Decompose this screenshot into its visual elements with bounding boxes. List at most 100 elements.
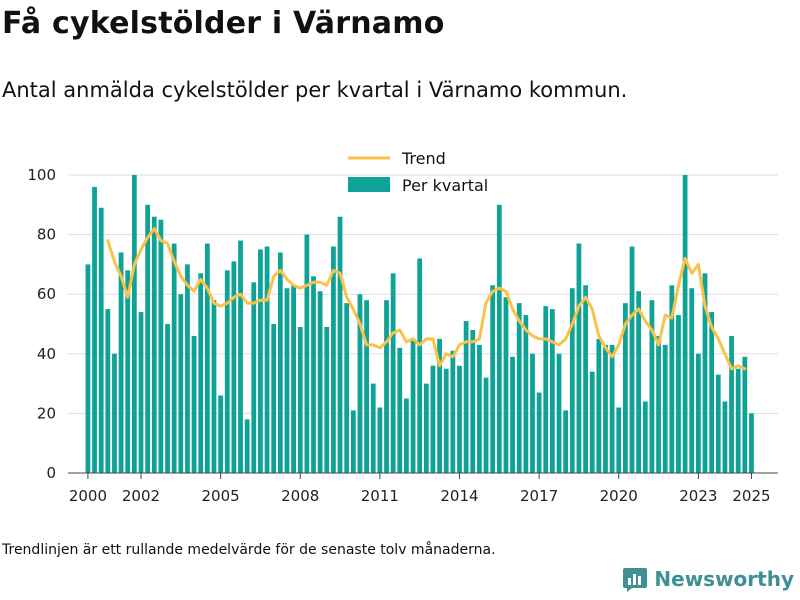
bar: [364, 300, 369, 473]
bar: [662, 344, 668, 473]
bar: [483, 377, 489, 473]
bar: [695, 353, 701, 473]
bar: [178, 294, 184, 473]
axes: 0 20 40 60 80 100 2000 2002 2005 2008 2011 2014 2017…: [27, 166, 778, 505]
bar: [331, 246, 336, 473]
bar: [317, 291, 323, 473]
bar: [536, 392, 542, 473]
bar: [457, 365, 462, 473]
bar: [423, 383, 429, 473]
bar: [125, 270, 131, 473]
bar: [622, 303, 628, 473]
bar: [204, 243, 210, 473]
bar: [470, 329, 476, 473]
bar: [138, 312, 144, 473]
bar: [151, 216, 157, 473]
x-tick-label: 2008: [281, 487, 319, 505]
bar: [735, 368, 741, 473]
bar: [550, 309, 555, 473]
bar: [417, 258, 423, 473]
bar: [616, 407, 622, 473]
bar: [118, 252, 124, 473]
trend-series: [106, 227, 747, 371]
bar: [291, 285, 296, 473]
bar: [715, 374, 721, 473]
bar: [516, 303, 522, 473]
bar: [311, 276, 316, 473]
bar: [218, 395, 224, 473]
bar: [85, 264, 91, 473]
x-tick-label: 2000: [69, 487, 107, 505]
bar-series: [85, 175, 754, 474]
bar: [656, 335, 661, 473]
bar: [224, 270, 230, 473]
bar: [198, 273, 204, 473]
bar: [649, 300, 655, 473]
bar: [583, 285, 588, 473]
bar: [324, 326, 330, 473]
bar: [244, 419, 250, 473]
bar: [377, 407, 383, 473]
bar: [589, 371, 595, 473]
bar: [742, 356, 748, 473]
bar: [251, 282, 257, 473]
bar: [98, 207, 104, 473]
x-tick-label: 2011: [361, 487, 399, 505]
bar: [629, 246, 635, 473]
trend-line: [106, 227, 747, 371]
bar: [749, 413, 754, 473]
bar: [642, 401, 648, 473]
newsworthy-logo-icon: [623, 568, 648, 592]
bar-line-chart: 0 20 40 60 80 100 2000 2002 2005 2008 2011 2014 2017…: [27, 149, 778, 505]
bar: [523, 315, 529, 473]
bar: [158, 219, 164, 473]
bar: [722, 401, 728, 473]
bar: [258, 249, 263, 473]
bar: [145, 204, 151, 474]
bar: [510, 356, 515, 473]
legend-label-trend: Trend: [401, 149, 446, 168]
bar: [404, 398, 409, 473]
bar: [131, 175, 137, 473]
bar: [231, 261, 237, 473]
bar: [563, 410, 569, 473]
bar: [211, 300, 217, 473]
bar: [271, 324, 277, 473]
y-tick-label: 40: [37, 345, 56, 363]
bar: [450, 350, 456, 473]
bar: [105, 309, 111, 473]
bar: [569, 288, 575, 473]
bar: [496, 204, 502, 474]
bar: [112, 353, 117, 473]
bar: [384, 300, 389, 473]
bar: [709, 312, 715, 473]
bar: [530, 353, 535, 473]
bar: [490, 285, 496, 473]
bar: [556, 353, 562, 473]
bar: [304, 234, 310, 473]
bar: [357, 294, 363, 473]
bar: [463, 321, 469, 473]
bar: [350, 410, 356, 473]
bar: [238, 240, 243, 473]
bar: [344, 303, 350, 473]
bar: [185, 264, 190, 473]
legend: Trend Per kvartal: [348, 149, 488, 195]
bar: [390, 273, 396, 473]
x-tick-label: 2025: [732, 487, 770, 505]
bar: [636, 291, 642, 473]
bar: [576, 243, 582, 473]
bar: [437, 338, 442, 473]
chart-title: Få cykelstölder i Värnamo: [2, 6, 445, 41]
brand-logo[interactable]: Newsworthy: [622, 566, 794, 592]
brand-name: Newsworthy: [654, 567, 794, 591]
bar: [264, 246, 270, 473]
bar: [676, 315, 681, 473]
bar: [669, 285, 675, 473]
footnote: Trendlinjen är ett rullande medelvärde f…: [2, 542, 496, 558]
bar: [297, 326, 303, 473]
x-tick-label: 2017: [520, 487, 558, 505]
y-tick-label: 0: [46, 464, 56, 482]
y-tick-label: 60: [37, 285, 56, 303]
chart-subtitle: Antal anmälda cykelstölder per kvartal i…: [2, 78, 628, 102]
